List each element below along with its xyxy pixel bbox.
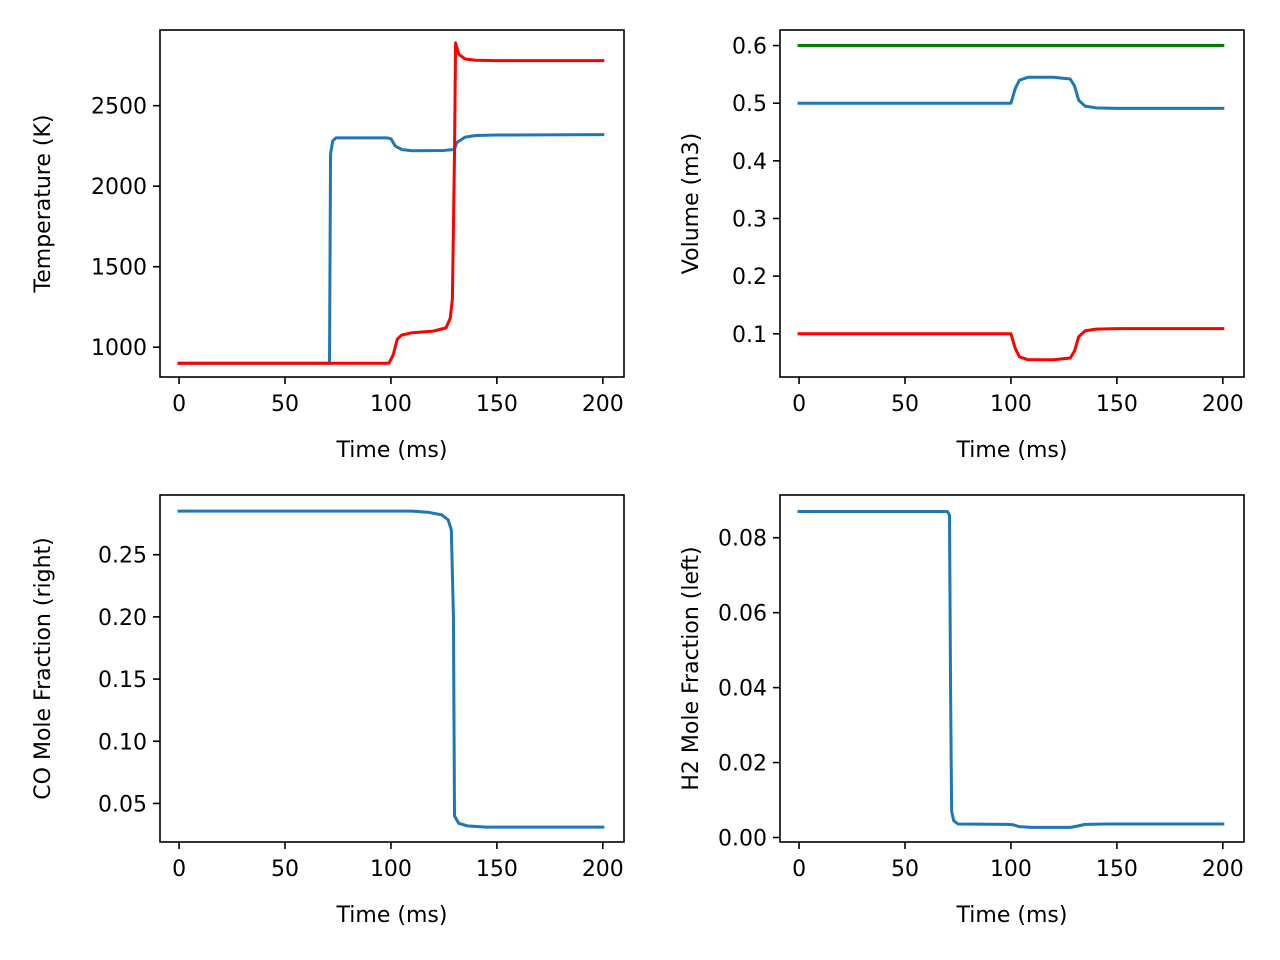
- chart-co-fraction-x-axis-label: Time (ms): [336, 903, 448, 928]
- chart-temperature-series-line-2: [177, 41, 605, 365]
- chart-co-fraction: 0 50 100 150 200 0.05 0.10 0.15 0.20 0.25 Time (ms…: [31, 494, 625, 928]
- chart-h2-fraction-x-tick-label: 150: [1096, 857, 1138, 882]
- chart-temperature-y-tick-label: 1500: [91, 256, 147, 281]
- chart-volume-x-tick-label: 150: [1096, 392, 1138, 417]
- chart-temperature-y-tick-label: 1000: [91, 336, 147, 361]
- chart-co-fraction-series-line-1: [177, 509, 605, 829]
- chart-h2-fraction-x-tick-label: 200: [1202, 857, 1244, 882]
- chart-volume-y-tick-label: 0.3: [732, 207, 767, 232]
- chart-co-fraction-x-tick-label: 150: [476, 857, 518, 882]
- chart-h2-fraction-y-tick-label: 0.04: [718, 677, 767, 702]
- chart-h2-fraction-y-axis-label: H2 Mole Fraction (left): [679, 546, 704, 790]
- chart-volume-y-tick-label: 0.1: [732, 323, 767, 348]
- chart-co-fraction-y-tick-label: 0.10: [98, 730, 147, 755]
- chart-co-fraction-y-tick-label: 0.25: [98, 544, 147, 569]
- chart-co-fraction-axes-frame: [159, 494, 625, 843]
- chart-h2-fraction-y-tick-label: 0.00: [718, 827, 767, 852]
- chart-temperature-axes-frame: [159, 29, 625, 378]
- chart-h2-fraction-axes-frame: [779, 494, 1245, 843]
- chart-co-fraction-y-tick-label: 0.20: [98, 606, 147, 631]
- chart-h2-fraction-series-line-1: [797, 509, 1225, 829]
- chart-volume-y-tick-label: 0.2: [732, 265, 767, 290]
- chart-h2-fraction-x-tick-label: 100: [990, 857, 1032, 882]
- chart-co-fraction-y-tick-label: 0.15: [98, 668, 147, 693]
- chart-co-fraction-x-tick-label: 100: [370, 857, 412, 882]
- chart-h2-fraction: 0 50 100 150 200 0.00 0.02 0.04 0.06 0.08 Time (ms…: [679, 494, 1245, 928]
- chart-co-fraction-x-tick-label: 50: [271, 857, 299, 882]
- chart-h2-fraction-x-tick-label: 0: [792, 857, 806, 882]
- chart-volume-y-tick-label: 0.6: [732, 35, 767, 60]
- chart-volume-series-line-3: [797, 327, 1225, 362]
- chart-volume-axes-frame: [779, 29, 1245, 378]
- chart-volume-x-tick-label: 200: [1202, 392, 1244, 417]
- chart-volume-y-tick-label: 0.5: [732, 92, 767, 117]
- chart-temperature-y-tick-label: 2500: [91, 95, 147, 120]
- chart-co-fraction-x-tick-label: 200: [582, 857, 624, 882]
- chart-co-fraction-y-tick-label: 0.05: [98, 792, 147, 817]
- chart-temperature-x-tick-label: 0: [172, 392, 186, 417]
- chart-volume-y-tick-label: 0.4: [732, 150, 767, 175]
- chart-temperature-x-tick-label: 100: [370, 392, 412, 417]
- chart-temperature-x-tick-label: 150: [476, 392, 518, 417]
- chart-co-fraction-y-axis-label: CO Mole Fraction (right): [31, 537, 56, 799]
- chart-h2-fraction-x-tick-label: 50: [891, 857, 919, 882]
- chart-temperature: 0 50 100 150 200 1000 1500 2000 2500 Time (ms) Tem…: [31, 29, 625, 463]
- chart-temperature-x-tick-label: 200: [582, 392, 624, 417]
- chart-h2-fraction-y-tick-label: 0.06: [718, 602, 767, 627]
- chart-volume-x-tick-label: 0: [792, 392, 806, 417]
- chart-temperature-x-axis-label: Time (ms): [336, 438, 448, 463]
- chart-h2-fraction-x-axis-label: Time (ms): [956, 903, 1068, 928]
- chart-temperature-y-tick-label: 2000: [91, 175, 147, 200]
- chart-h2-fraction-y-tick-label: 0.08: [718, 527, 767, 552]
- chart-volume-x-tick-label: 100: [990, 392, 1032, 417]
- chart-volume: 0 50 100 150 200 0.1 0.2 0.3 0.4 0.5 0.6 Time (ms) V…: [679, 29, 1245, 463]
- chart-temperature-y-axis-label: Temperature (K): [31, 115, 56, 294]
- chart-h2-fraction-y-tick-label: 0.02: [718, 752, 767, 777]
- chart-co-fraction-x-tick-label: 0: [172, 857, 186, 882]
- chart-temperature-series-line-1: [177, 133, 605, 365]
- chart-volume-x-axis-label: Time (ms): [956, 438, 1068, 463]
- chart-temperature-x-tick-label: 50: [271, 392, 299, 417]
- chart-volume-y-axis-label: Volume (m3): [679, 133, 704, 274]
- chart-volume-series-line-2: [797, 75, 1225, 110]
- chart-volume-x-tick-label: 50: [891, 392, 919, 417]
